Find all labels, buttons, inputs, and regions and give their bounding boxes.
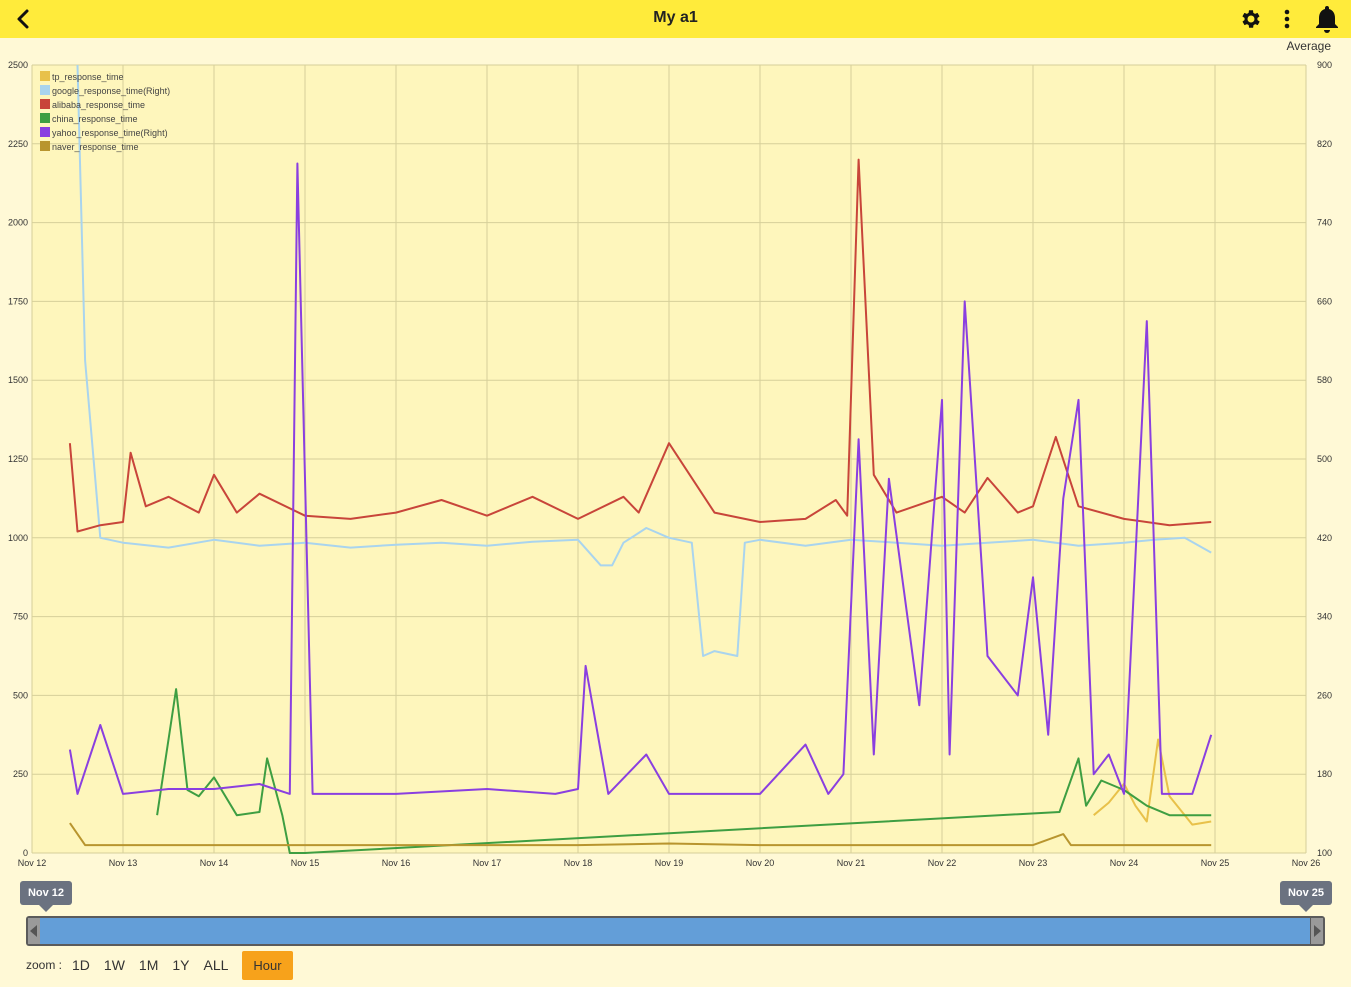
y-right-tick-label: 740 xyxy=(1317,218,1332,228)
x-tick-label: Nov 22 xyxy=(928,858,957,868)
series-line-6[interactable] xyxy=(69,822,1212,847)
zoom-all-button[interactable]: ALL xyxy=(203,957,229,973)
back-arrow-icon[interactable] xyxy=(12,7,36,31)
x-tick-label: Nov 21 xyxy=(837,858,866,868)
range-selection[interactable] xyxy=(40,918,1310,944)
bell-icon[interactable] xyxy=(1313,4,1341,34)
legend-label[interactable]: naver_response_time xyxy=(52,142,139,152)
x-tick-label: Nov 23 xyxy=(1019,858,1048,868)
x-tick-label: Nov 15 xyxy=(291,858,320,868)
zoom-bar: zoom : 1D 1W 1M 1Y ALL Hour xyxy=(26,950,293,980)
y-right-tick-label: 340 xyxy=(1317,612,1332,622)
y-left-tick-label: 2000 xyxy=(8,218,28,228)
page-title: My a1 xyxy=(653,9,698,26)
range-handle-left[interactable] xyxy=(28,918,40,944)
y-right-tick-label: 900 xyxy=(1317,60,1332,70)
x-tick-label: Nov 25 xyxy=(1201,858,1230,868)
legend-label[interactable]: yahoo_response_time(Right) xyxy=(52,128,168,138)
y-right-tick-label: 500 xyxy=(1317,454,1332,464)
x-tick-label: Nov 24 xyxy=(1110,858,1139,868)
y-left-tick-label: 1000 xyxy=(8,533,28,543)
legend-swatch xyxy=(40,99,50,109)
line-chart: 0 100 250 180 500 260 750 340 1000 420 1250 500 1500… xyxy=(8,60,1332,868)
y-left-tick-label: 750 xyxy=(13,612,28,622)
x-tick-label: Nov 13 xyxy=(109,858,138,868)
legend-swatch xyxy=(40,85,50,95)
y-right-tick-label: 100 xyxy=(1317,848,1332,858)
range-start-label: Nov 12 xyxy=(20,881,72,912)
x-tick-label: Nov 20 xyxy=(746,858,775,868)
y-left-tick-label: 2500 xyxy=(8,60,28,70)
range-handle-right[interactable] xyxy=(1311,918,1323,944)
series-line-5[interactable] xyxy=(68,162,1213,795)
legend-label[interactable]: google_response_time(Right) xyxy=(52,86,170,96)
zoom-label: zoom : xyxy=(26,958,63,972)
y-left-tick-label: 2250 xyxy=(8,139,28,149)
series-line-3[interactable] xyxy=(68,158,1212,533)
y-right-tick-label: 420 xyxy=(1317,533,1332,543)
y-left-tick-label: 1500 xyxy=(8,375,28,385)
y-left-tick-label: 1250 xyxy=(8,454,28,464)
range-navigator[interactable] xyxy=(26,916,1325,946)
legend-swatch xyxy=(40,141,50,151)
x-tick-label: Nov 26 xyxy=(1292,858,1321,868)
y-right-tick-label: 580 xyxy=(1317,375,1332,385)
x-tick-label: Nov 18 xyxy=(564,858,593,868)
x-tick-label: Nov 19 xyxy=(655,858,684,868)
y-left-tick-label: 250 xyxy=(13,769,28,779)
x-tick-label: Nov 17 xyxy=(473,858,502,868)
y-right-tick-label: 820 xyxy=(1317,139,1332,149)
x-tick-label: Nov 16 xyxy=(382,858,411,868)
zoom-1d-button[interactable]: 1D xyxy=(72,957,90,973)
x-tick-label: Nov 12 xyxy=(18,858,47,868)
y-left-tick-label: 500 xyxy=(13,690,28,700)
series-line-2[interactable] xyxy=(76,64,1212,657)
legend-swatch xyxy=(40,71,50,81)
app-header: My a1 xyxy=(0,0,1351,38)
legend-label[interactable]: tp_response_time xyxy=(52,72,124,82)
y-right-tick-label: 260 xyxy=(1317,690,1332,700)
range-end-label: Nov 25 xyxy=(1280,881,1332,912)
zoom-hour-button[interactable]: Hour xyxy=(242,950,293,980)
legend-swatch xyxy=(40,127,50,137)
legend-label[interactable]: alibaba_response_time xyxy=(52,100,145,110)
average-label[interactable]: Average xyxy=(1286,39,1331,53)
legend-label[interactable]: china_response_time xyxy=(52,114,138,124)
y-left-tick-label: 1750 xyxy=(8,296,28,306)
x-tick-label: Nov 14 xyxy=(200,858,229,868)
more-vert-icon[interactable] xyxy=(1276,7,1298,31)
gear-icon[interactable] xyxy=(1239,7,1263,31)
zoom-1w-button[interactable]: 1W xyxy=(103,957,125,973)
y-right-tick-label: 180 xyxy=(1317,769,1332,779)
legend-swatch xyxy=(40,113,50,123)
zoom-1y-button[interactable]: 1Y xyxy=(172,957,190,973)
zoom-1m-button[interactable]: 1M xyxy=(138,957,159,973)
y-left-tick-label: 0 xyxy=(23,848,28,858)
y-right-tick-label: 660 xyxy=(1317,296,1332,306)
